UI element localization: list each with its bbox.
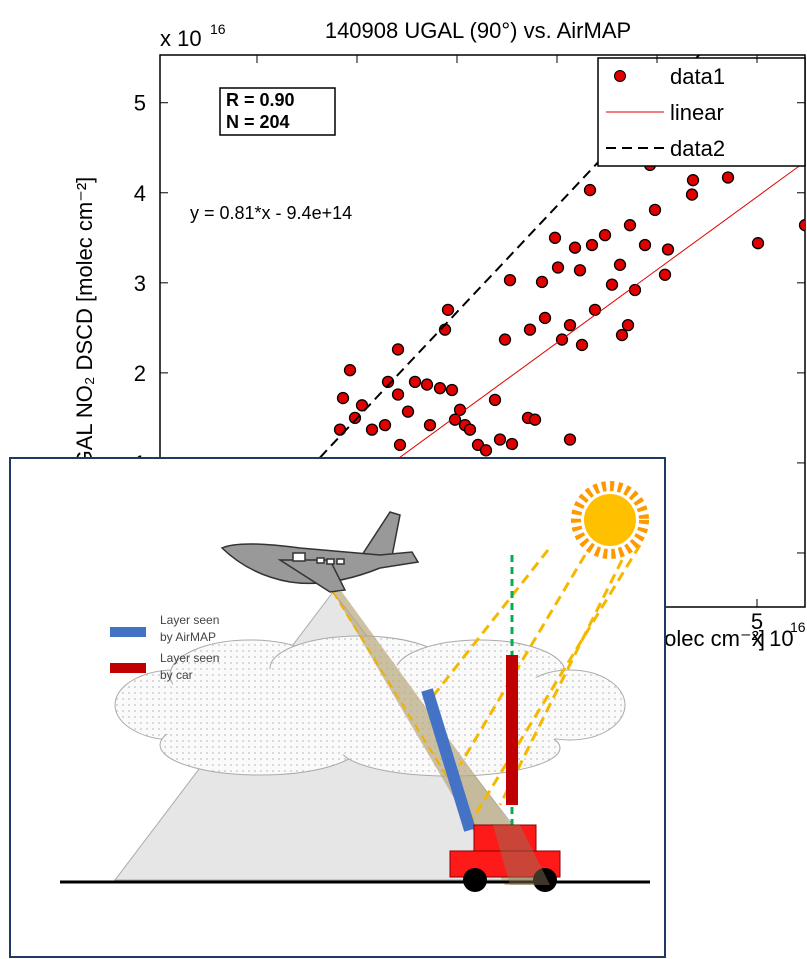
point: [621, 318, 635, 332]
point: [686, 174, 700, 187]
point: [568, 241, 582, 254]
y-tick-label: 5: [134, 91, 146, 116]
light-path: [332, 591, 481, 831]
point: [598, 228, 612, 242]
point: [528, 413, 542, 426]
legend-text: Layer seen: [160, 613, 219, 627]
y-tick-label: 4: [134, 181, 146, 206]
point: [408, 375, 422, 389]
point: [658, 268, 672, 281]
point: [563, 318, 577, 332]
point: [638, 238, 652, 252]
chart-title: 140908 UGAL (90°) vs. AirMAP: [325, 18, 631, 43]
sun-rays: [571, 481, 649, 559]
airmap-layer: [421, 688, 476, 832]
legend-text: Layer seen: [160, 651, 219, 665]
point: [488, 393, 502, 407]
point: [420, 378, 434, 391]
point: [615, 328, 629, 342]
point: [548, 231, 562, 244]
point: [503, 273, 517, 287]
line: [319, 55, 701, 459]
legend: data1 linear data2: [597, 57, 806, 167]
point: [348, 411, 362, 425]
point: [365, 423, 379, 436]
y-tick-label: 3: [134, 271, 146, 296]
point: [391, 343, 405, 356]
point: [505, 437, 519, 451]
point: [551, 261, 565, 274]
y-multiplier-exp: 16: [210, 21, 226, 37]
legend-swatch: [110, 663, 146, 673]
point: [401, 405, 415, 418]
point: [605, 278, 619, 291]
point: [433, 382, 447, 395]
point: [498, 333, 512, 346]
y-multiplier: x 10: [160, 26, 202, 51]
point: [393, 438, 407, 452]
annotation: y = 0.81*x - 9.4e+14: [190, 203, 352, 223]
point: [685, 188, 699, 201]
x-tick-label: 5: [751, 609, 763, 634]
point: [573, 264, 587, 277]
y-axis-label: UGAL NO₂ DSCD [molec cm⁻²]: [72, 177, 97, 484]
point: [588, 303, 602, 316]
legend-label: linear: [670, 100, 724, 125]
point: [721, 171, 735, 184]
point: [378, 418, 392, 432]
point: [648, 203, 662, 217]
legend-label: data1: [670, 64, 725, 89]
annotation: R = 0.90: [226, 90, 295, 110]
x-multiplier: x 10: [752, 626, 794, 651]
point: [585, 238, 599, 252]
point: [535, 275, 549, 289]
point: [336, 391, 350, 405]
point: [381, 375, 395, 389]
light-path: [473, 544, 642, 816]
legend-text: by car: [160, 668, 193, 682]
point: [538, 311, 552, 325]
point: [661, 243, 675, 256]
point: [751, 237, 765, 250]
legend-label: data2: [670, 136, 725, 161]
point: [583, 183, 597, 197]
legend-swatch: [110, 627, 146, 637]
point: [523, 323, 537, 336]
x-multiplier-exp: 16: [790, 619, 806, 635]
legend-marker: [614, 70, 626, 82]
point: [613, 258, 627, 271]
diagram: Layer seen by AirMAP Layer seen by car: [9, 457, 666, 958]
point: [493, 433, 507, 446]
car: [449, 824, 561, 892]
point: [575, 338, 589, 352]
airplane: [220, 511, 420, 593]
point: [448, 413, 462, 426]
point: [445, 383, 459, 397]
legend-text: by AirMAP: [160, 630, 216, 644]
stats-box: [219, 87, 336, 136]
point: [441, 303, 455, 316]
light-path: [458, 554, 587, 766]
point: [423, 418, 437, 432]
point: [391, 388, 405, 401]
car-layer: [506, 655, 518, 805]
light-path: [498, 559, 624, 806]
sun: [584, 494, 636, 546]
point: [563, 433, 577, 446]
point: [623, 219, 637, 232]
point: [479, 444, 493, 457]
plot-area: [306, 55, 805, 526]
point: [798, 219, 805, 232]
y-tick-label: 2: [134, 361, 146, 386]
annotation: N = 204: [226, 112, 290, 132]
point: [355, 399, 369, 412]
point: [463, 423, 477, 436]
point: [343, 364, 357, 377]
